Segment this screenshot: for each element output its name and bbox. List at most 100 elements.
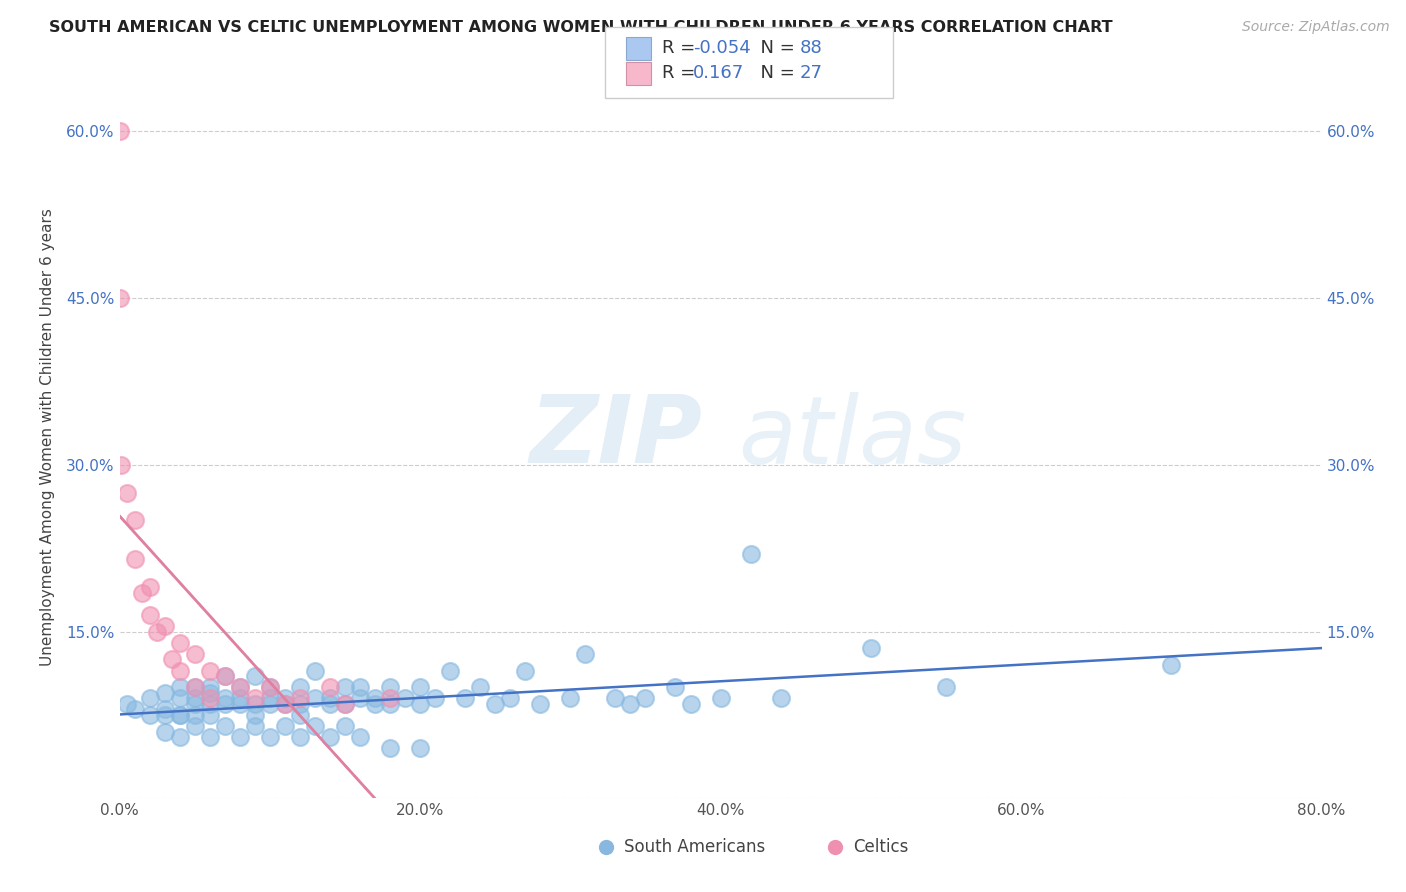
Point <box>378 741 401 756</box>
Text: Source: ZipAtlas.com: Source: ZipAtlas.com <box>1241 20 1389 34</box>
Point <box>198 664 221 678</box>
Point <box>515 664 537 678</box>
Point <box>378 691 401 706</box>
Point <box>274 719 297 733</box>
Point <box>288 680 311 694</box>
Point <box>349 691 371 706</box>
Point <box>153 702 176 716</box>
Point <box>214 669 236 683</box>
Point <box>274 691 297 706</box>
Point <box>124 513 146 527</box>
Point <box>183 647 205 661</box>
Text: South Americans: South Americans <box>624 838 766 856</box>
Point <box>153 619 176 633</box>
Point <box>214 697 236 711</box>
Point <box>304 664 326 678</box>
Point <box>634 691 657 706</box>
Point <box>484 697 506 711</box>
Point <box>378 680 401 694</box>
Point <box>664 680 686 694</box>
Point <box>319 730 342 744</box>
Point <box>169 730 191 744</box>
Point <box>560 691 582 706</box>
Point <box>288 708 311 723</box>
Point <box>214 669 236 683</box>
Point <box>169 708 191 723</box>
Point <box>1002 867 1025 881</box>
Point <box>138 580 160 594</box>
Point <box>709 691 731 706</box>
Point <box>115 485 138 500</box>
Point <box>409 680 432 694</box>
Point <box>454 691 477 706</box>
Point <box>228 680 252 694</box>
Point <box>153 724 176 739</box>
Point <box>1160 657 1182 672</box>
Point <box>619 697 641 711</box>
Text: Celtics: Celtics <box>853 838 908 856</box>
Point <box>198 686 221 700</box>
Point <box>288 730 311 744</box>
Text: R =: R = <box>662 39 702 57</box>
Point <box>319 697 342 711</box>
Point <box>409 741 432 756</box>
Point <box>717 867 740 881</box>
Point <box>110 458 132 472</box>
Point <box>349 680 371 694</box>
Point <box>214 719 236 733</box>
Point <box>138 607 160 622</box>
Point <box>124 702 146 716</box>
Point <box>349 730 371 744</box>
Point <box>333 719 356 733</box>
Point <box>183 719 205 733</box>
Point <box>169 708 191 723</box>
Point <box>274 697 297 711</box>
Point <box>228 697 252 711</box>
Point <box>228 730 252 744</box>
Point <box>169 691 191 706</box>
Point <box>679 697 702 711</box>
Point <box>378 697 401 711</box>
Point <box>304 719 326 733</box>
Point <box>198 680 221 694</box>
Point <box>769 691 792 706</box>
Point <box>409 697 432 711</box>
Point <box>499 691 522 706</box>
Point <box>529 697 551 711</box>
Text: SOUTH AMERICAN VS CELTIC UNEMPLOYMENT AMONG WOMEN WITH CHILDREN UNDER 6 YEARS CO: SOUTH AMERICAN VS CELTIC UNEMPLOYMENT AM… <box>49 20 1112 35</box>
Text: atlas: atlas <box>738 392 967 483</box>
Point <box>439 664 461 678</box>
Point <box>259 680 281 694</box>
Point <box>288 691 311 706</box>
Text: N =: N = <box>749 39 801 57</box>
Point <box>243 708 266 723</box>
Point <box>108 291 131 305</box>
Point <box>153 708 176 723</box>
Point <box>243 697 266 711</box>
Point <box>183 708 205 723</box>
Point <box>153 686 176 700</box>
Point <box>574 647 596 661</box>
Point <box>259 680 281 694</box>
Point <box>183 691 205 706</box>
Text: R =: R = <box>662 64 702 82</box>
Point <box>214 691 236 706</box>
Point <box>183 680 205 694</box>
Point <box>259 730 281 744</box>
Point <box>288 697 311 711</box>
Point <box>243 669 266 683</box>
Point <box>169 636 191 650</box>
Point <box>319 680 342 694</box>
Point <box>243 691 266 706</box>
Text: ZIP: ZIP <box>530 391 703 483</box>
Point <box>333 697 356 711</box>
Point <box>605 691 627 706</box>
Point <box>228 691 252 706</box>
Point <box>108 124 131 138</box>
Point <box>198 708 221 723</box>
Point <box>169 680 191 694</box>
Point <box>243 719 266 733</box>
Text: 88: 88 <box>800 39 823 57</box>
Point <box>138 708 160 723</box>
Point <box>124 552 146 566</box>
